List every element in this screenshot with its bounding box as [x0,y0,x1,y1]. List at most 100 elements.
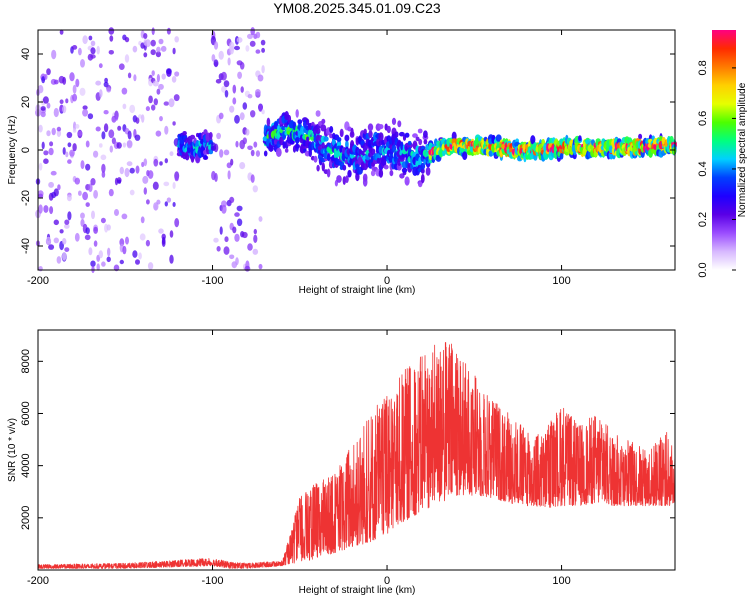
spectrogram-cell [239,62,245,70]
spectrogram-cell [107,247,111,257]
spectrogram-cell [53,107,59,118]
x-tick-label: -200 [27,575,49,587]
spectrogram-cell [495,134,502,142]
spectrogram-cell [360,150,365,156]
spectrogram-cell [218,112,224,120]
spectrogram-cell [85,227,90,235]
spectrogram-cell [295,142,299,152]
spectrogram-cell [66,131,73,139]
spectrogram-cell [245,128,250,136]
spectrogram-cell [223,246,230,255]
spectrogram-cell [66,194,72,202]
spectrogram-cell [559,153,564,160]
spectrogram-cell [93,226,98,234]
snr-frame [37,329,676,571]
spectrogram-cell [117,179,122,184]
spectrogram-cell [153,98,158,106]
spectrogram-cell [171,76,177,83]
spectrogram-cell [336,175,342,183]
spectrogram-cell [140,216,145,224]
spectrogram-cell [216,246,221,252]
spectrogram-cell [391,144,397,153]
spectrogram-cell [316,164,320,172]
spectrogram-cell [40,106,46,111]
spectrogram-cell [169,254,174,264]
spectrogram-cell [53,79,59,85]
spectrogram-cell [65,151,69,158]
spectrogram-cell [247,33,253,40]
spectrogram-cell [139,233,146,241]
spectrogram-cell [59,29,64,35]
x-tick-label: -100 [202,275,224,287]
spectrogram-cell [38,124,43,133]
spectrogram-cell [53,237,59,244]
y-tick-label: 4000 [20,453,32,477]
spectrogram-cell [82,109,89,117]
spectrogram-cell [339,128,344,137]
spectrogram-cell [108,27,115,35]
spectrogram-cell [578,135,582,142]
spectrogram-cell [232,84,237,94]
spectrogram-cell [420,173,425,184]
spectrogram-cell [383,164,389,170]
spectrogram-cell [257,74,264,82]
spectrogram-cell [132,250,138,258]
spectrogram-cell [216,132,222,140]
spectrogram-cell [152,80,159,87]
colorbar-label: Normalized spectral amplitude [737,82,748,217]
y-tick-label: -40 [20,238,32,254]
spectrogram-cell [172,182,176,189]
spectrogram-cell [101,163,106,173]
spectrogram-cell [96,45,100,55]
spectrogram-cell [143,158,148,167]
spectrogram-cell [404,176,410,186]
snr-series-path [37,342,676,569]
spectrogram-cell [87,113,94,120]
spectrogram-cell [190,155,195,163]
spectrogram-cell [189,134,196,140]
spectrogram-cell [79,87,86,96]
spectrogram-cell [100,217,106,224]
spectrogram-cell [64,223,70,229]
spectrogram-cell [182,131,187,136]
spectrogram-cell [72,128,77,133]
spectrogram-cell [85,140,90,148]
spectrogram-cell [44,73,48,80]
spectrogram-cell [250,110,256,118]
spectrogram-cell [156,74,160,83]
spectrogram-cell [208,132,213,139]
spectrogram-cell [237,71,243,80]
spectrogram-cell [252,248,259,255]
spectrogram-cell [143,187,147,195]
spectrogram-cell [138,252,142,260]
spectrogram-cell [78,47,82,56]
spectrogram-cell [211,54,216,62]
spectrogram-cell [261,65,265,74]
spectrogram-cell [250,149,255,157]
x-tick-label: -100 [202,575,224,587]
spectrogram-cell [41,76,46,84]
spectrogram-cell [166,27,171,35]
spectrogram-cell [65,98,69,104]
figure-title: YM08.2025.345.01.09.C23 [273,0,441,16]
colorbar-tick-label: 0.6 [697,111,709,126]
spectrogram-cell [172,202,176,207]
spectrogram-cell [245,45,250,52]
spectrogram-cell [158,83,164,90]
spectrogram-cell [150,39,156,47]
spectrogram-x-label: Height of straight line (km) [299,285,416,296]
spectrogram-cell [155,130,162,137]
spectrogram-cell [213,237,219,243]
spectrogram-cell [161,238,166,247]
spectrogram-cell [121,213,128,220]
spectrogram-cell [425,167,431,176]
spectrogram-cell [67,142,72,148]
spectrogram-cell [308,148,312,158]
spectrogram-cell [126,140,133,149]
spectrogram-cell [49,206,54,215]
spectrogram-cell [126,161,133,167]
spectrogram-cell [241,231,248,239]
spectrogram-cell [313,155,318,163]
snr-x-label: Height of straight line (km) [299,585,416,596]
spectrogram-cell [82,191,88,201]
